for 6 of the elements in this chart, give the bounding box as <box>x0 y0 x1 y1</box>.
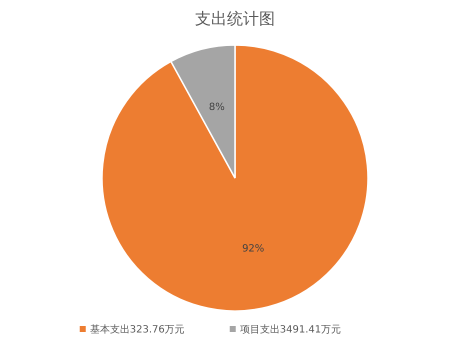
legend-label: 项目支出3491.41万元 <box>240 324 342 336</box>
data-label: 8% <box>208 102 225 113</box>
pie-slice <box>101 44 369 312</box>
chart-title: 支出统计图 <box>195 9 275 28</box>
legend-label: 基本支出323.76万元 <box>90 324 185 336</box>
data-label: 92% <box>242 244 264 255</box>
